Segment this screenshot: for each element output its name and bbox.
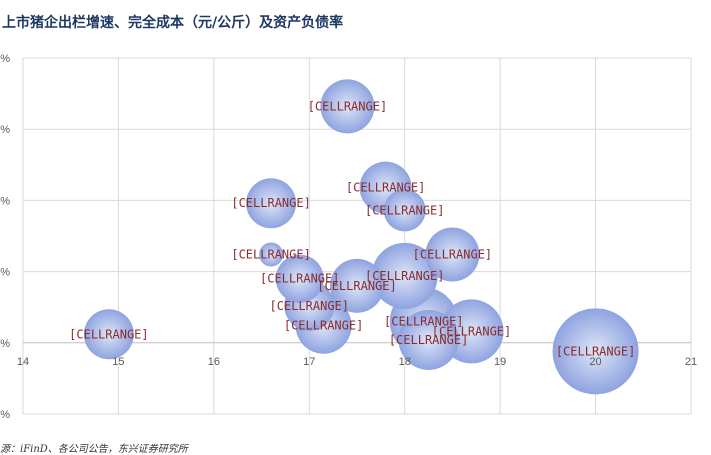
data-label: [CELLRANGE]	[413, 248, 492, 262]
grid-layer	[22, 57, 692, 415]
bubble	[330, 258, 384, 313]
bubble	[246, 178, 297, 229]
bubble	[371, 242, 438, 309]
bubble	[383, 189, 426, 232]
x-tick-label: 16	[208, 356, 220, 368]
data-label: [CELLRANGE]	[270, 299, 349, 313]
bubble	[425, 227, 480, 282]
x-tick-label: 17	[303, 356, 315, 368]
data-label: [CELLRANGE]	[432, 324, 511, 338]
data-label: [CELLRANGE]	[284, 319, 363, 333]
x-tick-label: 15	[112, 356, 124, 368]
data-label: [CELLRANGE]	[346, 181, 425, 195]
source-note: 源：iFinD、各公司公告，东兴证券研究所	[0, 444, 188, 455]
data-label: [CELLRANGE]	[69, 327, 148, 341]
data-label: [CELLRANGE]	[365, 203, 444, 217]
data-label: [CELLRANGE]	[556, 344, 635, 358]
data-label: [CELLRANGE]	[260, 272, 339, 286]
y-tick-label: %	[0, 409, 10, 421]
bubble	[552, 308, 639, 395]
data-label: [CELLRANGE]	[231, 196, 310, 210]
bubble	[398, 309, 459, 370]
bubble	[259, 242, 284, 267]
y-tick-label: %	[0, 124, 10, 136]
data-label: [CELLRANGE]	[384, 314, 463, 328]
tick-layer: 14 15 16 17 18 19 20 21%%%%%%	[0, 53, 697, 421]
bubble-layer	[83, 79, 639, 395]
data-label: [CELLRANGE]	[308, 99, 387, 113]
data-label-layer: [CELLRANGE][CELLRANGE][CELLRANGE][CELLRA…	[69, 99, 635, 358]
x-tick-label: 20	[589, 356, 601, 368]
x-tick-label: 14	[17, 356, 29, 368]
bubble	[320, 79, 375, 134]
y-tick-label: %	[0, 53, 10, 65]
y-tick-label: %	[0, 267, 10, 279]
x-tick-label: 18	[399, 356, 411, 368]
x-tick-label: 21	[685, 356, 697, 368]
data-label: [CELLRANGE]	[365, 269, 444, 283]
y-tick-label: %	[0, 338, 10, 350]
data-label: [CELLRANGE]	[317, 279, 396, 293]
y-tick-label: %	[0, 195, 10, 207]
x-tick-label: 19	[494, 356, 506, 368]
chart-title: 上市猪企出栏增速、完全成本（元/公斤）及资产负债率	[2, 15, 344, 31]
data-label: [CELLRANGE]	[231, 248, 310, 262]
bubble	[83, 309, 134, 360]
data-label: [CELLRANGE]	[389, 333, 468, 347]
bubble	[275, 254, 324, 303]
